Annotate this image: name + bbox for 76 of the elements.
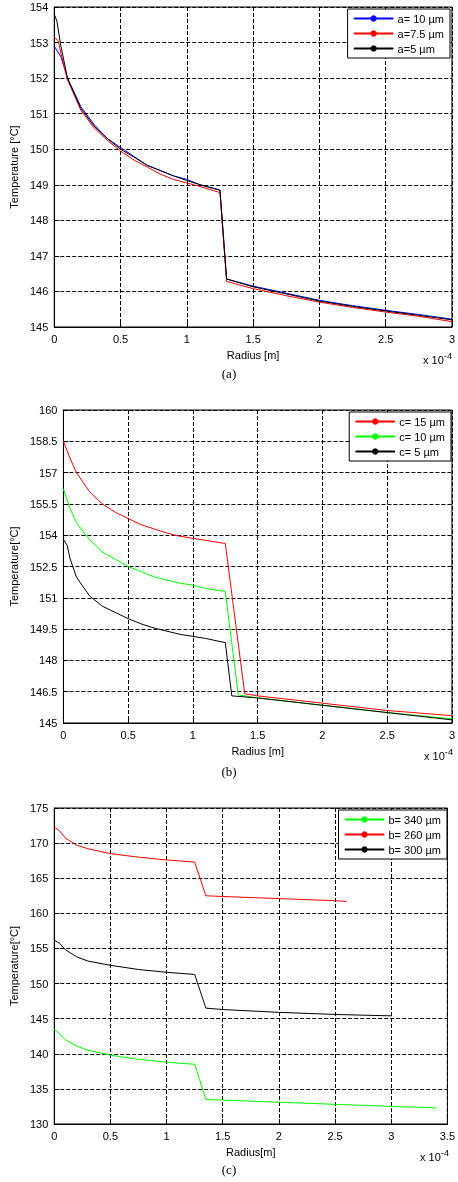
legend-label: c= 10 µm bbox=[399, 430, 446, 443]
x-axis-title: Radius [m] bbox=[226, 348, 280, 361]
y-tick-label: 145 bbox=[39, 717, 58, 729]
x-tick-label: 3 bbox=[448, 728, 455, 741]
legend-label: a= 10 µm bbox=[397, 12, 444, 25]
y-axis-title: Temperature[°C] bbox=[7, 925, 20, 1007]
y-tick-label: 170 bbox=[29, 837, 49, 850]
y-tick-label: 147 bbox=[29, 249, 49, 262]
x-tick-label: 1.5 bbox=[245, 332, 261, 345]
x-tick-label: 2.5 bbox=[378, 332, 394, 345]
text: (c) bbox=[220, 1162, 238, 1178]
x-tick-label: 2 bbox=[319, 728, 326, 741]
y-tick-label: 149.5 bbox=[29, 623, 58, 636]
y-tick-label: 155 bbox=[29, 942, 49, 955]
legend-label: b= 340 µm bbox=[388, 813, 442, 826]
x-tick-label: 0 bbox=[60, 728, 67, 741]
legend-label: b= 260 µm bbox=[388, 828, 442, 841]
legend-label: a=5 µm bbox=[397, 42, 435, 55]
y-tick-label: 165 bbox=[29, 872, 49, 885]
x-tick-label: 2 bbox=[316, 332, 323, 345]
x-tick-label: 3.5 bbox=[439, 1129, 455, 1142]
y-tick-label: 152.5 bbox=[29, 560, 58, 573]
y-tick-label: 154 bbox=[29, 1, 49, 13]
y-tick-label: 146.5 bbox=[29, 685, 58, 698]
y-tick-label: 149 bbox=[29, 178, 49, 191]
x-tick-label: 2 bbox=[275, 1129, 282, 1142]
y-tick-label: 150 bbox=[29, 977, 49, 990]
x-tick-label: 1 bbox=[163, 1129, 170, 1142]
x-tick-label: 1.5 bbox=[250, 728, 266, 741]
text: x 10$^{-4}$ bbox=[420, 1148, 449, 1163]
text: x 10$^{-4}$ bbox=[424, 747, 453, 762]
x-tick-label: 2.5 bbox=[327, 1129, 343, 1142]
y-tick-label: 140 bbox=[29, 1047, 49, 1060]
x-tick-label: 1.5 bbox=[215, 1129, 231, 1142]
y-tick-label: 135 bbox=[29, 1082, 49, 1095]
x-tick-label: 0.5 bbox=[120, 728, 136, 741]
x-tick-label: 0.5 bbox=[102, 1129, 119, 1142]
legend-label: a=7.5 µm bbox=[397, 27, 444, 40]
y-tick-label: 154 bbox=[39, 529, 58, 542]
y-tick-label: 160 bbox=[39, 404, 58, 416]
line-series bbox=[53, 826, 347, 902]
y-tick-label: 155.5 bbox=[29, 497, 58, 510]
legend-label: b= 300 µm bbox=[388, 843, 442, 856]
legend-label: c= 15 µm bbox=[399, 415, 446, 428]
text: (b) bbox=[220, 764, 238, 780]
x-tick-label: 2.5 bbox=[379, 728, 395, 741]
y-tick-label: 130 bbox=[29, 1118, 49, 1130]
y-tick-label: 160 bbox=[29, 907, 49, 920]
y-axis-title: Temperature [°C] bbox=[7, 125, 20, 209]
x-tick-label: 3 bbox=[448, 332, 455, 345]
y-tick-label: 158.5 bbox=[29, 435, 58, 448]
x-tick-label: 1 bbox=[189, 728, 196, 741]
y-tick-label: 157 bbox=[39, 466, 58, 479]
y-tick-label: 148 bbox=[39, 654, 58, 667]
text: x 10$^{-4}$ bbox=[423, 351, 452, 366]
y-tick-label: 151 bbox=[39, 591, 58, 604]
y-tick-label: 150 bbox=[29, 143, 49, 156]
y-tick-label: 151 bbox=[29, 107, 49, 120]
y-tick-label: 152 bbox=[29, 72, 49, 85]
x-tick-label: 0.5 bbox=[112, 332, 129, 345]
legend-label: c= 5 µm bbox=[399, 445, 439, 458]
y-tick-label: 145 bbox=[29, 321, 49, 333]
x-axis-title: Radius [m] bbox=[231, 744, 284, 757]
x-axis-title: Radius[m] bbox=[226, 1145, 276, 1158]
y-axis-title: Temperature[°C] bbox=[7, 526, 20, 607]
y-tick-label: 175 bbox=[29, 802, 49, 814]
x-tick-label: 1 bbox=[183, 332, 190, 345]
x-tick-label: 0 bbox=[51, 1129, 58, 1142]
y-tick-label: 145 bbox=[29, 1012, 49, 1025]
line-series bbox=[53, 1028, 437, 1109]
y-tick-label: 153 bbox=[29, 36, 49, 49]
x-tick-label: 0 bbox=[51, 332, 58, 345]
y-tick-label: 146 bbox=[29, 285, 49, 298]
y-tick-label: 148 bbox=[29, 214, 49, 227]
text: (a) bbox=[220, 366, 238, 382]
x-tick-label: 3 bbox=[388, 1129, 395, 1142]
